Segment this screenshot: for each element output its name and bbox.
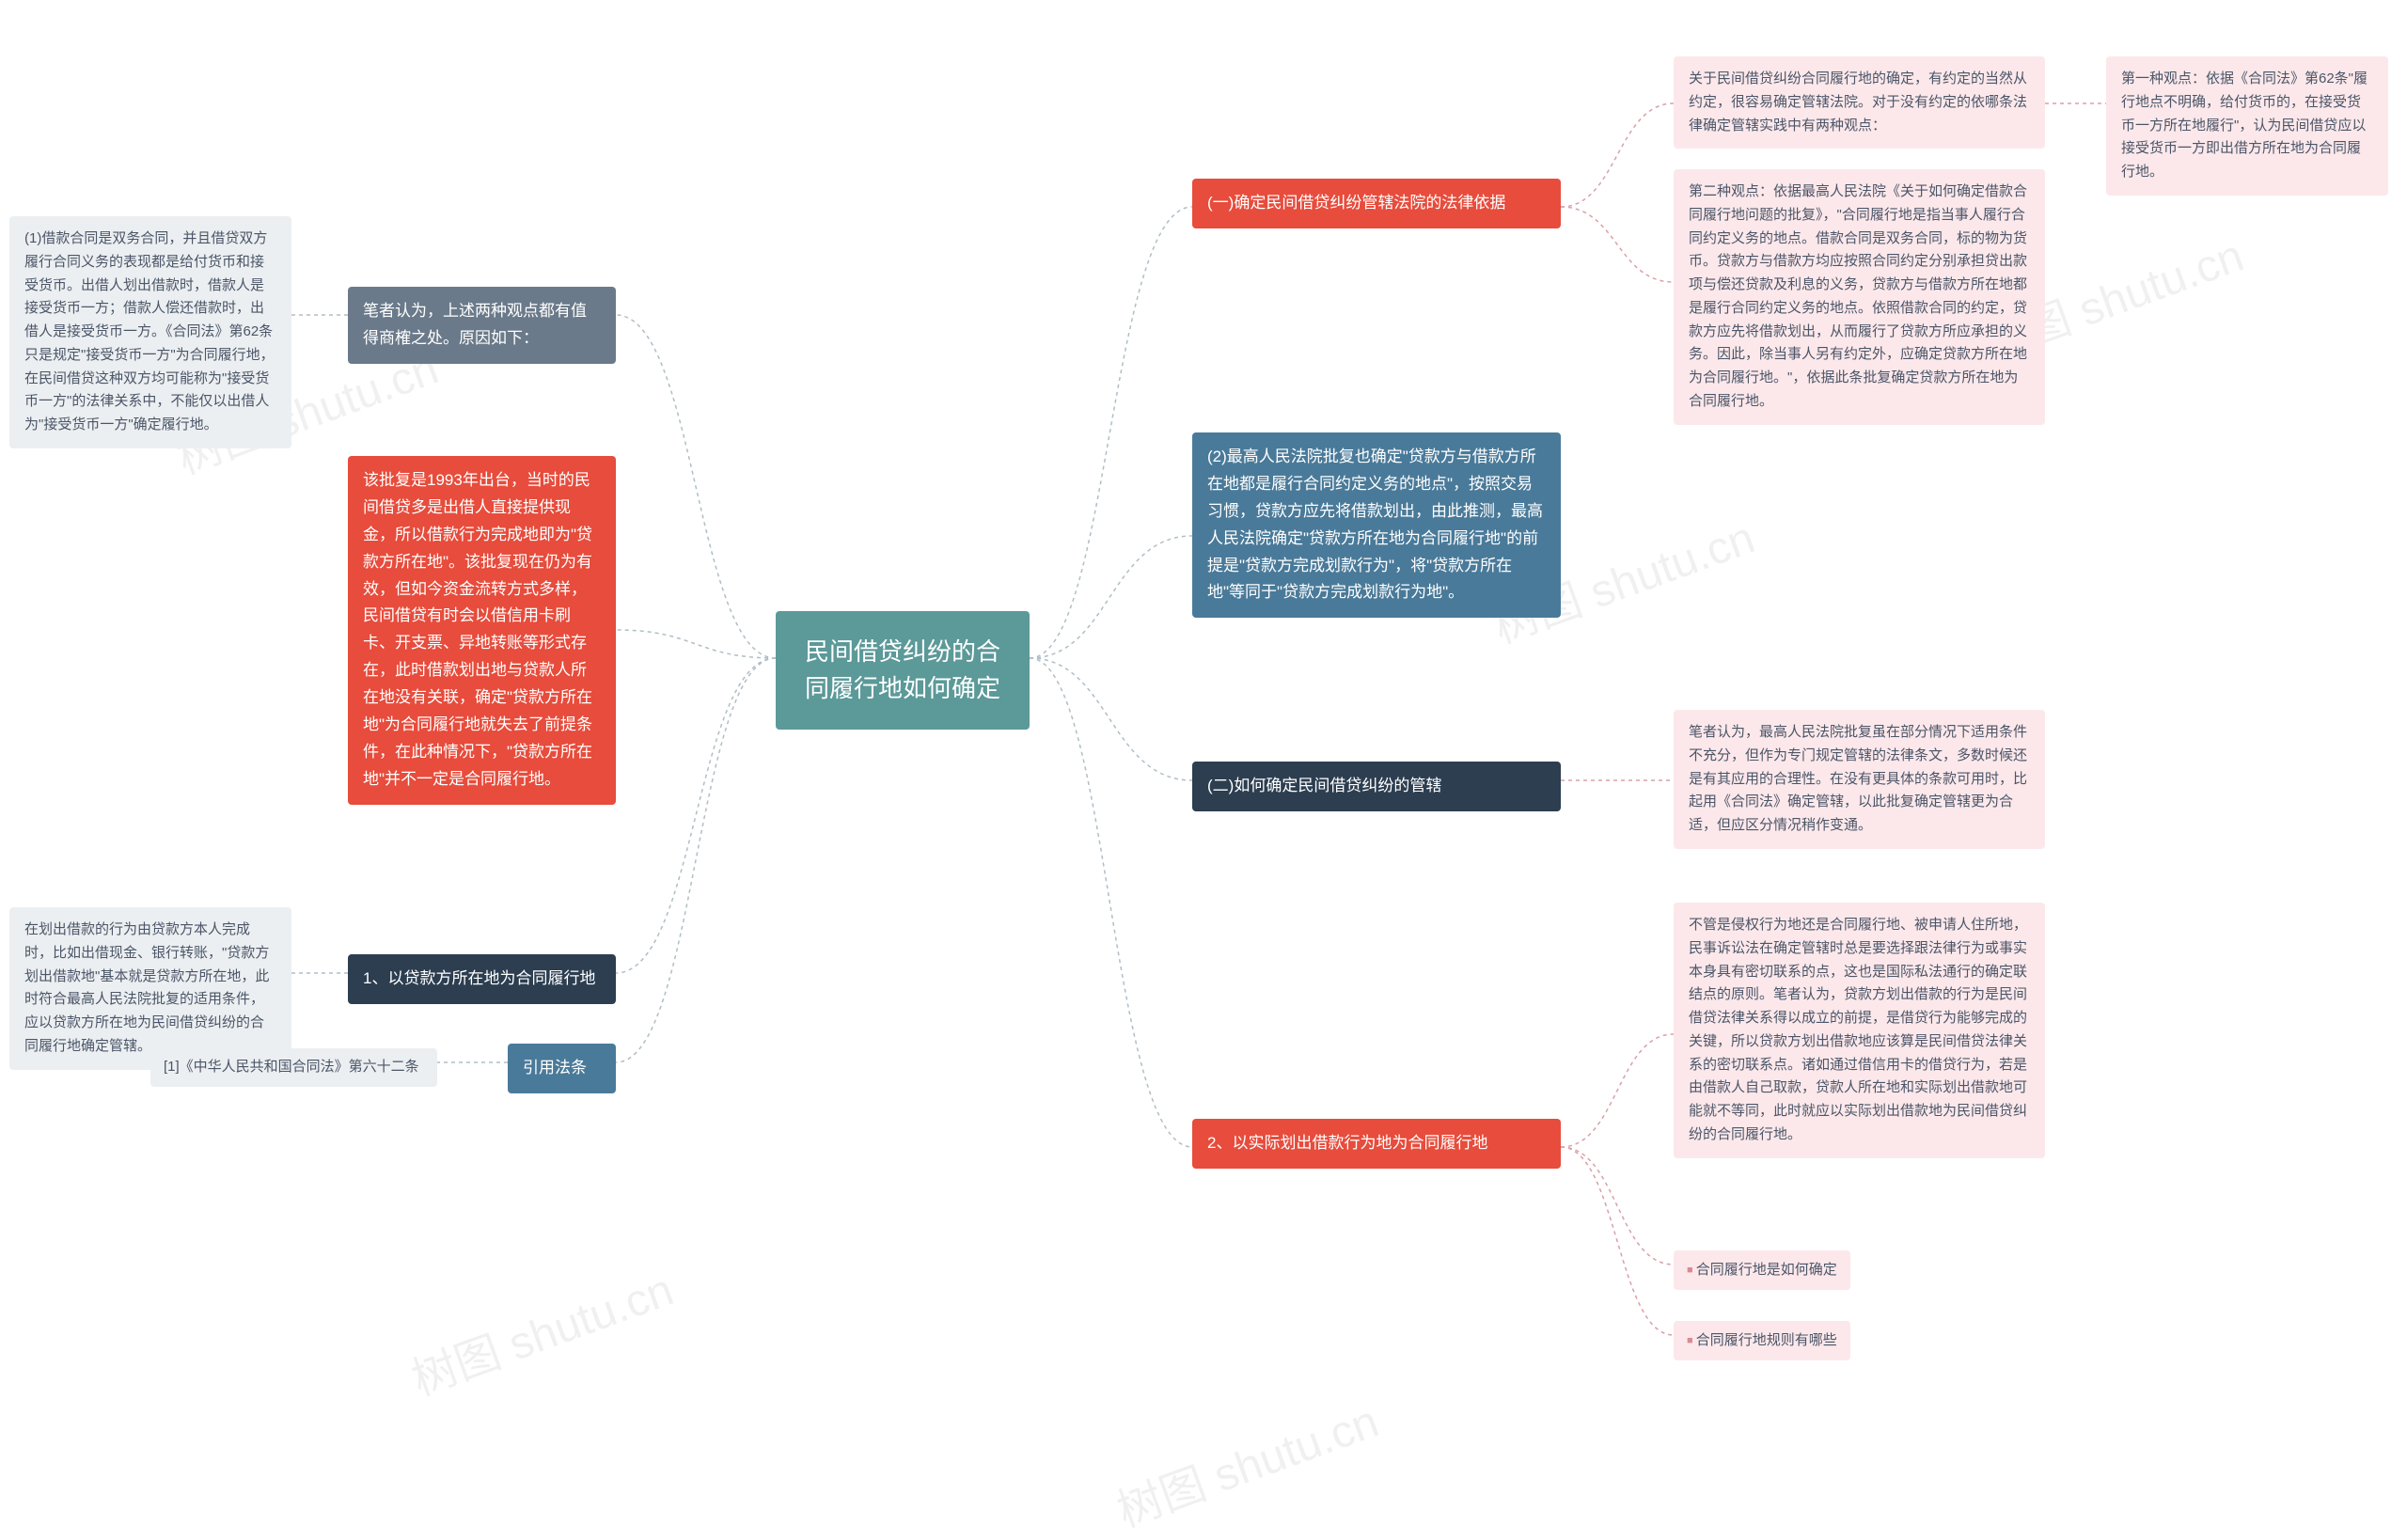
- leaf-lender-location-detail: 在划出借款的行为由贷款方本人完成时，比如出借现金、银行转账，"贷款方划出借款地"…: [9, 907, 291, 1070]
- leaf-jurisdiction-opinion: 笔者认为，最高人民法院批复虽在部分情况下适用条件不充分，但作为专门规定管辖的法律…: [1674, 710, 2045, 849]
- leaf-viewpoint-1: 第一种观点：依据《合同法》第62条"履行地点不明确，给付货币的，在接受货币一方所…: [2106, 56, 2388, 196]
- leaf-contract-law-62: [1]《中华人民共和国合同法》第六十二条: [150, 1048, 437, 1087]
- leaf-actual-transfer-detail: 不管是侵权行为地还是合同履行地、被申请人住所地，民事诉讼法在确定管辖时总是要选择…: [1674, 903, 2045, 1158]
- branch-author-opinion[interactable]: 笔者认为，上述两种观点都有值得商榷之处。原因如下：: [348, 287, 616, 364]
- branch-actual-transfer-place[interactable]: 2、以实际划出借款行为地为合同履行地: [1192, 1119, 1561, 1169]
- branch-1993-reply[interactable]: 该批复是1993年出台，当时的民间借贷多是出借人直接提供现金，所以借款行为完成地…: [348, 456, 616, 805]
- branch-legal-basis[interactable]: (一)确定民间借贷纠纷管辖法院的法律依据: [1192, 179, 1561, 228]
- branch-supreme-court-reply[interactable]: (2)最高人民法院批复也确定"贷款方与借款方所在地都是履行合同约定义务的地点"，…: [1192, 432, 1561, 618]
- leaf-bilateral-contract: (1)借款合同是双务合同，并且借贷双方履行合同义务的表现都是给付货币和接受货币。…: [9, 216, 291, 448]
- leaf-viewpoints-intro: 关于民间借贷纠纷合同履行地的确定，有约定的当然从约定，很容易确定管辖法院。对于没…: [1674, 56, 2045, 149]
- link-how-determine[interactable]: 合同履行地是如何确定: [1674, 1250, 1850, 1290]
- link-rules[interactable]: 合同履行地规则有哪些: [1674, 1321, 1850, 1360]
- branch-cited-law[interactable]: 引用法条: [508, 1044, 616, 1093]
- branch-jurisdiction[interactable]: (二)如何确定民间借贷纠纷的管辖: [1192, 762, 1561, 811]
- root-node[interactable]: 民间借贷纠纷的合同履行地如何确定: [776, 611, 1030, 730]
- branch-lender-location[interactable]: 1、以贷款方所在地为合同履行地: [348, 954, 616, 1004]
- watermark: 树图 shutu.cn: [1107, 1384, 1386, 1539]
- watermark: 树图 shutu.cn: [401, 1252, 681, 1407]
- leaf-viewpoint-2: 第二种观点：依据最高人民法院《关于如何确定借款合同履行地问题的批复》，"合同履行…: [1674, 169, 2045, 425]
